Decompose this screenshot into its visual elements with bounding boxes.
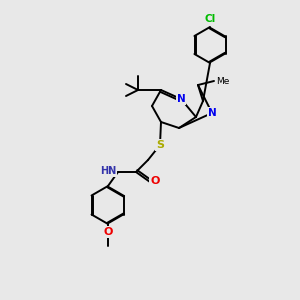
Text: O: O <box>150 176 160 186</box>
Text: Cl: Cl <box>204 14 216 24</box>
Text: N: N <box>177 94 185 104</box>
Text: N: N <box>208 108 216 118</box>
Text: S: S <box>156 140 164 150</box>
Text: O: O <box>103 227 113 237</box>
Text: HN: HN <box>100 166 116 176</box>
Text: Me: Me <box>216 76 230 85</box>
